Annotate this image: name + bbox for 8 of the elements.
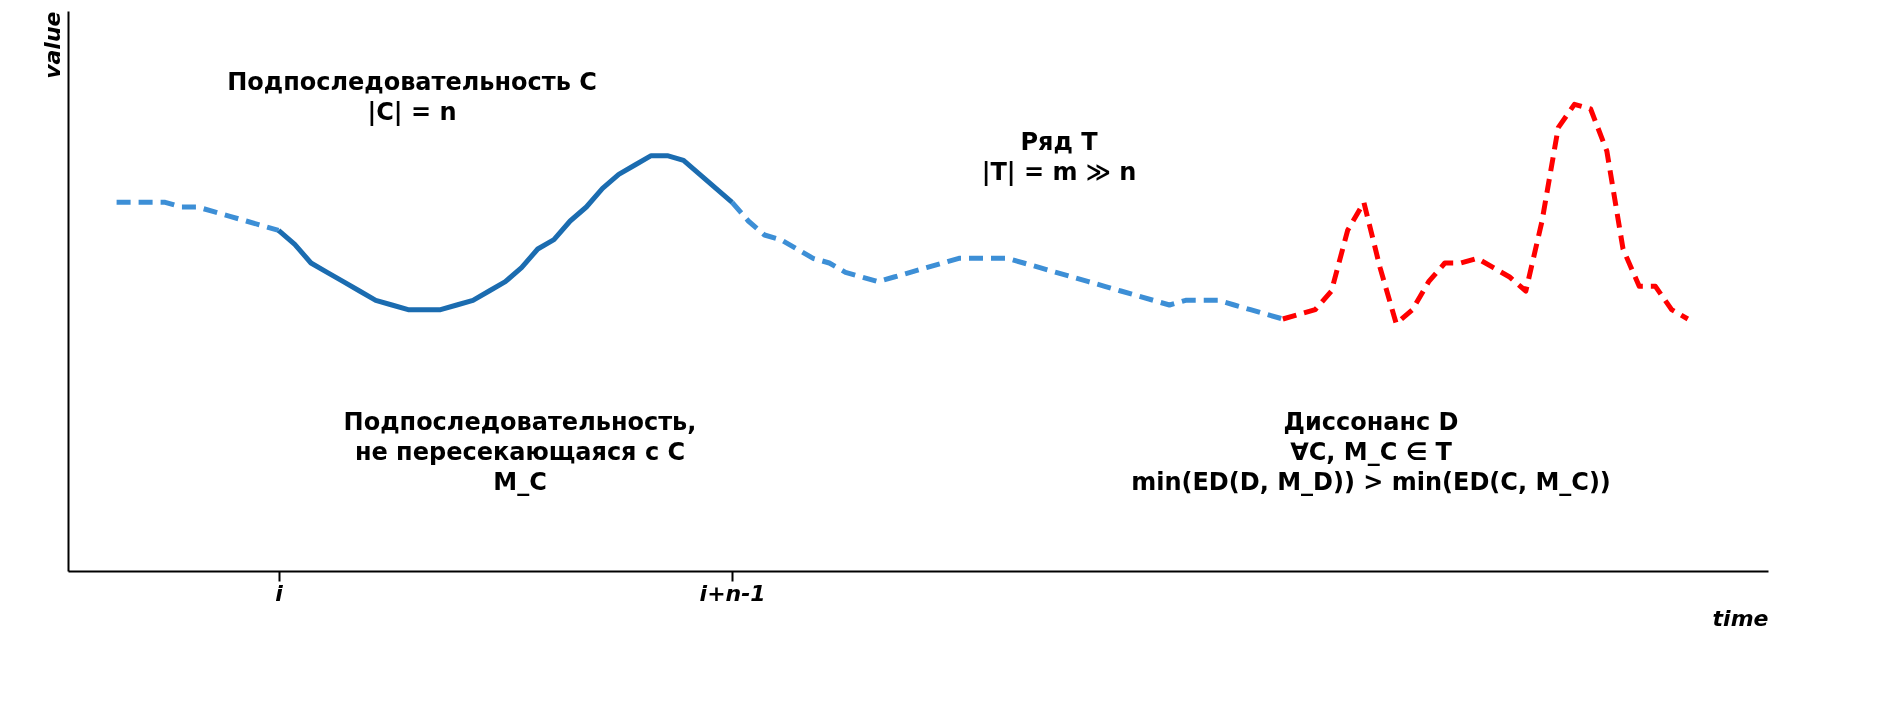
y-axis-title: value bbox=[39, 11, 65, 79]
x-tick-label: i bbox=[275, 580, 284, 606]
annotation: Ряд T |T| = m ≫ n bbox=[981, 128, 1137, 186]
annotation: Диссонанс D ∀C, M_C ∈ T min(ED(D, M_D)) > min(ED(C, M_C)) bbox=[1131, 408, 1611, 496]
x-tick-label: i+n-1 bbox=[699, 580, 766, 606]
annotation: Подпоследовательность C |C| = n bbox=[227, 68, 597, 126]
annotation: Подпоследовательность, не пересекающаяся с C M_C bbox=[343, 408, 697, 496]
x-axis-title: time bbox=[1712, 605, 1769, 631]
